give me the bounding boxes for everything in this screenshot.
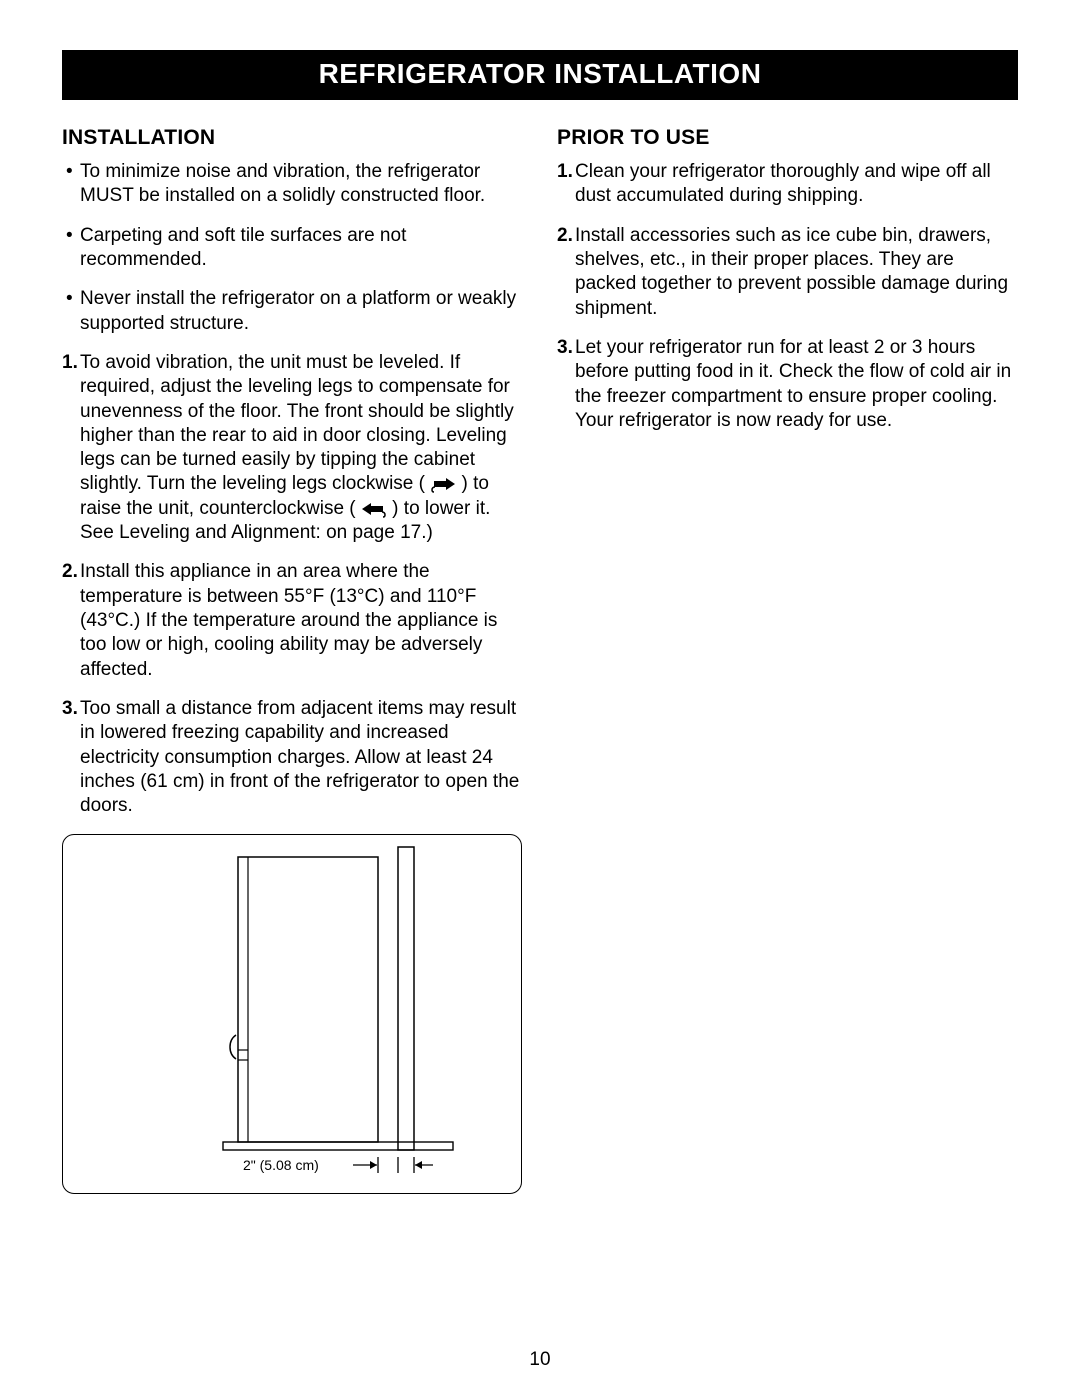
step-text-pre: To avoid vibration, the unit must be lev… (80, 352, 514, 495)
list-item: 2. Install accessories such as ice cube … (575, 224, 1018, 321)
step-number: 3. (557, 336, 573, 360)
prior-to-use-steps: 1. Clean your refrigerator thoroughly an… (557, 160, 1018, 433)
prior-to-use-heading: PRIOR TO USE (557, 126, 1018, 150)
step-number: 1. (557, 160, 573, 184)
list-item: 3. Too small a distance from adjacent it… (80, 697, 523, 819)
step-number: 2. (62, 560, 78, 584)
installation-heading: INSTALLATION (62, 126, 523, 150)
step-text-tail: See Leveling and Alignment: on page 17.) (80, 522, 433, 543)
bullet-item: Never install the refrigerator on a plat… (80, 287, 523, 336)
left-column: INSTALLATION To minimize noise and vibra… (62, 126, 523, 1194)
list-item: 1. Clean your refrigerator thoroughly an… (575, 160, 1018, 209)
step-number: 2. (557, 224, 573, 248)
counterclockwise-arrow-icon (361, 501, 387, 517)
bullet-item: Carpeting and soft tile surfaces are not… (80, 224, 523, 273)
installation-bullets: To minimize noise and vibration, the ref… (62, 160, 523, 336)
diagram-caption: 2" (5.08 cm) (243, 1157, 319, 1173)
page-number: 10 (0, 1349, 1080, 1371)
list-item: 1. To avoid vibration, the unit must be … (80, 351, 523, 546)
list-item: 3. Let your refrigerator run for at leas… (575, 336, 1018, 433)
bullet-item: To minimize noise and vibration, the ref… (80, 160, 523, 209)
two-column-layout: INSTALLATION To minimize noise and vibra… (62, 126, 1018, 1194)
step-number: 1. (62, 351, 78, 375)
step-text: Install this appliance in an area where … (80, 561, 497, 679)
step-text: Clean your refrigerator thoroughly and w… (575, 161, 991, 206)
right-column: PRIOR TO USE 1. Clean your refrigerator … (557, 126, 1018, 1194)
step-text: Too small a distance from adjacent items… (80, 698, 519, 816)
clearance-diagram: 2" (5.08 cm) (62, 834, 522, 1194)
step-number: 3. (62, 697, 78, 721)
clockwise-arrow-icon (430, 476, 456, 492)
step-text: Let your refrigerator run for at least 2… (575, 337, 1011, 431)
page-header: REFRIGERATOR INSTALLATION (62, 50, 1018, 100)
step-text: Install accessories such as ice cube bin… (575, 225, 1008, 319)
list-item: 2. Install this appliance in an area whe… (80, 560, 523, 682)
installation-steps: 1. To avoid vibration, the unit must be … (62, 351, 523, 819)
step-text-post: ) to lower it. (387, 498, 490, 519)
